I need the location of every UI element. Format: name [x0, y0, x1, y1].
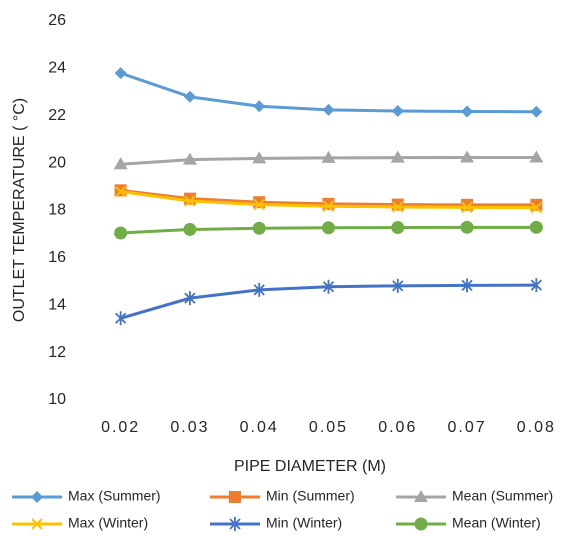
point [461, 105, 474, 118]
point [184, 291, 196, 306]
point [460, 220, 474, 234]
point [391, 198, 404, 211]
x-tick-label: 0.06 [378, 419, 417, 436]
y-tick-label: 10 [48, 391, 66, 408]
x-tick-label: 0.02 [101, 419, 140, 436]
point [322, 279, 335, 294]
point [253, 100, 266, 113]
point [530, 278, 542, 293]
point [391, 221, 405, 235]
point [322, 221, 335, 235]
point [114, 67, 127, 80]
point [253, 198, 265, 211]
legend-marker [229, 491, 241, 503]
point [252, 151, 267, 164]
legend-label: Min (Summer) [266, 488, 355, 504]
point [529, 150, 544, 163]
legend-label: Mean (Summer) [452, 488, 553, 504]
x-tick-label: 0.05 [309, 419, 348, 436]
legend-marker [414, 517, 428, 531]
y-tick-label: 12 [48, 344, 66, 361]
point [115, 311, 127, 326]
y-tick-label: 20 [48, 154, 66, 171]
point [252, 221, 266, 235]
point [253, 282, 265, 297]
legend-label: Max (Summer) [68, 488, 161, 504]
y-tick-label: 24 [48, 60, 66, 77]
y-tick-label: 14 [48, 296, 66, 313]
y-tick-label: 22 [48, 107, 66, 124]
point [390, 150, 405, 163]
legend-marker [31, 491, 43, 503]
legend-marker [31, 518, 43, 530]
point [183, 222, 197, 236]
legend-label: Min (Winter) [266, 515, 342, 531]
point [322, 103, 335, 116]
legend-label: Max (Winter) [68, 515, 148, 531]
x-tick-label: 0.07 [448, 419, 487, 436]
y-tick-label: 26 [48, 12, 66, 29]
x-tick-label: 0.03 [170, 419, 209, 436]
point [114, 226, 128, 240]
x-axis-label: PIPE DIAMETER (M) [234, 458, 386, 475]
point [461, 278, 473, 293]
point [460, 150, 475, 163]
point [322, 197, 335, 210]
point [113, 157, 128, 170]
point [529, 220, 543, 234]
point [321, 150, 336, 163]
point [183, 90, 196, 103]
point [392, 278, 404, 293]
point [114, 185, 127, 198]
point [461, 198, 474, 211]
x-tick-label: 0.08 [517, 419, 556, 436]
point [392, 201, 404, 213]
legend-marker [414, 490, 428, 502]
point [253, 196, 266, 209]
point [184, 195, 196, 207]
legend: Max (Summer) Min (Summer) Mean (Summer) Max… [12, 488, 553, 531]
y-tick-label: 16 [48, 249, 66, 266]
legend-label: Mean (Winter) [452, 515, 541, 531]
y-axis-label: OUTLET TEMPERATURE ( °C) [11, 98, 28, 322]
point [182, 152, 197, 165]
y-tick-label: 18 [48, 202, 66, 219]
point [530, 105, 543, 118]
point [461, 201, 473, 214]
x-tick-label: 0.04 [240, 419, 279, 436]
point [322, 200, 335, 212]
point [183, 192, 196, 205]
point [391, 105, 404, 118]
point [530, 201, 543, 214]
legend-marker [229, 517, 241, 531]
